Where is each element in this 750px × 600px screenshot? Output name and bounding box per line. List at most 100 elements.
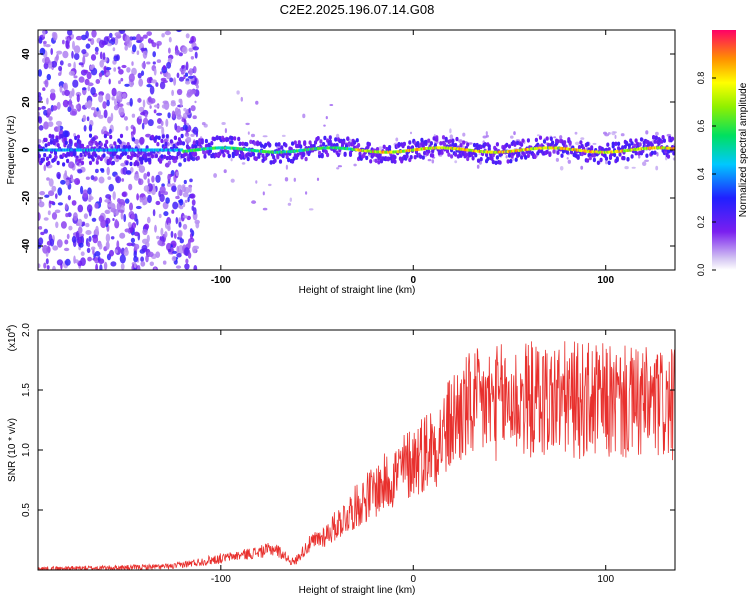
spectrogram-cell <box>177 188 180 197</box>
spectrogram-cell <box>144 154 148 160</box>
spectrogram-cell <box>245 122 250 126</box>
spectrogram-cell <box>146 152 151 157</box>
spectrogram-cell <box>561 149 566 154</box>
spectrogram-cell <box>322 142 326 147</box>
spectrogram-cell <box>560 153 564 158</box>
spectrogram-cell <box>49 238 55 247</box>
spectrogram-cell <box>160 71 163 75</box>
spectrogram-cell <box>62 83 67 90</box>
spectrogram-cell <box>618 152 622 157</box>
spectrogram-cell <box>44 194 50 198</box>
spectrogram-cell <box>136 218 139 226</box>
spectrogram-cell <box>80 257 86 266</box>
spectrogram-cell <box>454 160 458 164</box>
spectrogram-cell <box>607 160 611 165</box>
spectrogram-cell <box>108 183 114 192</box>
spectrogram-cell <box>95 160 99 165</box>
spectrogram-cell <box>147 119 154 127</box>
spectrogram-cell <box>155 174 161 183</box>
spectrogram-cell <box>49 92 56 101</box>
spectrogram-cell <box>182 46 188 54</box>
spectrogram-cell <box>172 250 178 254</box>
spectrogram-cell <box>139 197 143 203</box>
spectrogram-cell <box>556 150 560 155</box>
spectrogram-cell <box>39 191 46 196</box>
spectrogram-cell <box>121 93 127 99</box>
spectrogram-cell <box>393 159 397 164</box>
spectrogram-cell <box>148 157 152 163</box>
spectrogram-cell <box>563 140 567 145</box>
spectrogram-cell <box>630 154 634 159</box>
spectrogram-cell <box>71 200 77 206</box>
spectrogram-cell <box>146 171 151 177</box>
spectrogram-cell <box>165 134 169 139</box>
spectrogram-cell <box>630 141 634 146</box>
spectrogram-cell <box>144 158 148 163</box>
spectrogram-cell <box>505 155 508 159</box>
colorbar-tick-label: 0.8 <box>696 72 706 85</box>
spectrogram-cell <box>337 165 342 168</box>
spectrogram-cell <box>68 139 72 145</box>
spectrogram-cell <box>137 98 142 103</box>
spectrogram-cell <box>111 87 117 97</box>
spectrogram-cell <box>212 136 217 142</box>
spectrogram-cell <box>187 240 191 249</box>
spectrogram-cell <box>268 143 272 148</box>
spectrogram-cell <box>106 72 111 76</box>
spectrogram-cell <box>458 139 463 144</box>
spectrogram-y-axis-label: Frequency (Hz) <box>6 116 17 185</box>
spectrogram-cell <box>116 90 122 100</box>
spectrogram-cell <box>52 157 56 162</box>
spectrogram-cell <box>174 49 180 56</box>
spectrogram-cell <box>123 248 129 256</box>
spectrogram-cell <box>44 44 51 48</box>
spectrogram-cell <box>171 255 177 262</box>
spectrogram-cell <box>429 141 433 146</box>
spectrogram-cell <box>95 225 99 235</box>
spectrogram-cell <box>447 152 451 157</box>
spectrogram-cell <box>145 254 149 263</box>
spectrogram-cell <box>99 142 103 147</box>
spectrogram-cell <box>251 200 257 204</box>
spectrogram-cell <box>580 165 584 170</box>
spectrogram-cell <box>64 89 70 97</box>
spectrogram-cell <box>166 182 172 187</box>
spectrogram-cell <box>166 217 172 226</box>
spectrogram-cell <box>433 143 437 148</box>
x-tick-label: 0 <box>410 574 416 585</box>
spectrogram-cell <box>110 37 116 42</box>
spectrogram-cell <box>115 154 120 160</box>
spectrogram-cell <box>52 245 59 251</box>
spectrogram-cell <box>110 112 114 122</box>
y-tick-label: -40 <box>21 238 32 253</box>
spectrogram-cell <box>147 38 152 44</box>
spectrogram-cell <box>167 150 171 156</box>
spectrogram-cell <box>51 212 58 220</box>
spectrogram-cell <box>99 51 103 60</box>
spectrogram-cell <box>194 144 198 149</box>
spectrogram-cell <box>336 167 340 170</box>
spectrogram-cell <box>666 149 671 154</box>
spectrogram-cell <box>53 150 58 156</box>
spectrogram-cell <box>88 124 93 132</box>
spectrogram-cell <box>274 142 278 147</box>
spectrogram-cell <box>118 69 124 75</box>
spectrogram-cell <box>107 43 113 47</box>
spectrogram-cell <box>506 159 510 164</box>
spectrogram-cell <box>156 235 160 240</box>
spectrogram-cell <box>638 154 641 159</box>
spectrogram-cell <box>353 140 357 145</box>
spectrogram-cell <box>38 226 43 230</box>
spectrogram-cell <box>143 223 150 230</box>
spectrogram-cell <box>142 34 148 39</box>
spectrogram-cell <box>187 252 192 259</box>
spectrogram-cell <box>182 223 188 230</box>
spectrogram-cell <box>74 135 78 141</box>
spectrogram-cell <box>44 79 49 88</box>
spectrogram-cell <box>162 64 166 71</box>
spectrogram-cell <box>183 157 187 163</box>
spectrogram-cell <box>76 134 80 139</box>
spectrogram-cell <box>103 133 107 139</box>
spectrogram-cell <box>185 33 190 39</box>
spectrogram-cell <box>172 156 176 161</box>
